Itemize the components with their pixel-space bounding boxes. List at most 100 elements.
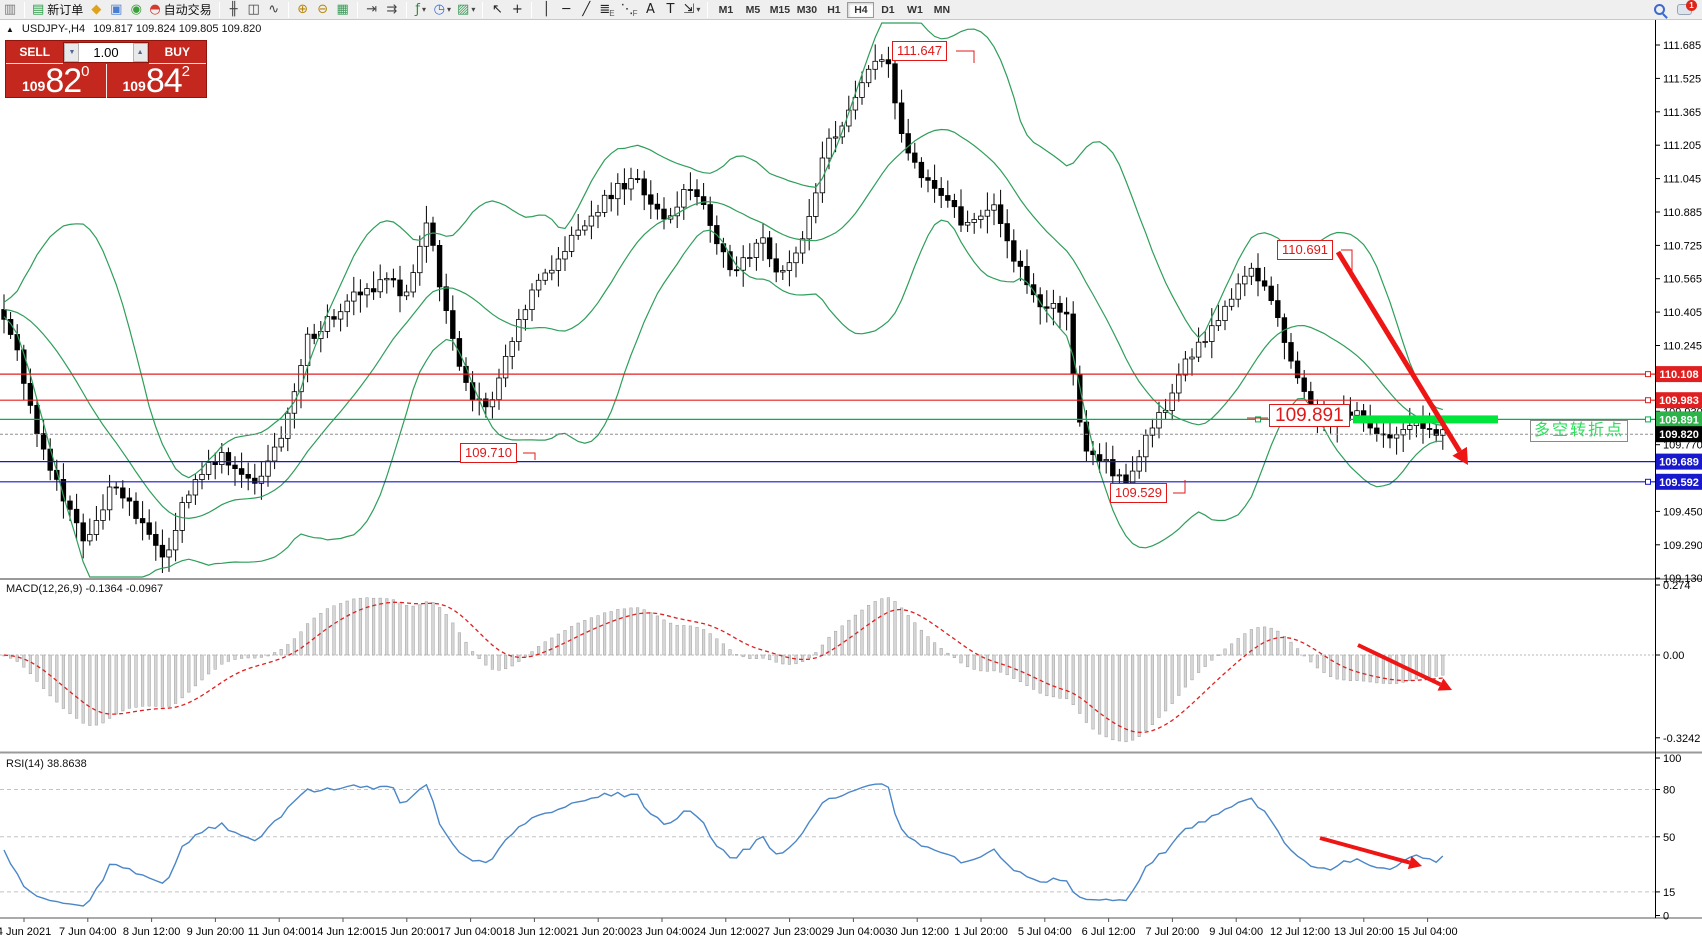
text-label-button[interactable]: T (660, 1, 680, 19)
cursor-button[interactable]: ↖ (487, 1, 507, 19)
svg-text:110.245: 110.245 (1663, 341, 1702, 353)
vertical-line-button[interactable]: │ (536, 1, 556, 19)
signal-button[interactable]: ◉ (126, 1, 146, 19)
chart-shift-button[interactable]: ⇥ (362, 1, 382, 19)
svg-text:110.405: 110.405 (1663, 307, 1702, 319)
indicators-button[interactable]: ƒ ▾ (411, 1, 431, 19)
timeframe-w1[interactable]: W1 (907, 3, 923, 16)
time-label: 23 Jun 04:00 (630, 926, 694, 938)
timeframe-m15[interactable]: M15 (769, 3, 791, 16)
line-handle[interactable] (1645, 371, 1651, 378)
rsi-pane[interactable] (0, 783, 1655, 907)
auto-scroll-button[interactable]: ⇉ (382, 1, 402, 19)
price-annotation-109-710[interactable]: 109.710 (460, 443, 517, 463)
templates-button-dropdown-icon[interactable]: ▾ (471, 5, 476, 14)
toolbar-separator (707, 1, 709, 18)
trend-arrow-head (1437, 678, 1452, 691)
svg-text:0: 0 (1663, 911, 1669, 923)
indicators-button-dropdown-icon[interactable]: ▾ (421, 5, 426, 14)
svg-text:110.565: 110.565 (1663, 274, 1702, 286)
volume-down-button[interactable]: ▼ (64, 43, 80, 62)
macd-pane[interactable] (0, 597, 1655, 743)
annotation-connector (523, 452, 536, 460)
line-handle[interactable] (1645, 416, 1651, 423)
price-annotation-109-891[interactable]: 109.891 (1269, 404, 1350, 427)
svg-text:0.274: 0.274 (1663, 580, 1691, 592)
horizontal-line-button[interactable]: ─ (556, 1, 576, 19)
time-label: 7 Jun 04:00 (59, 926, 117, 938)
trend-arrow[interactable] (1335, 250, 1462, 453)
sell-button[interactable]: SELL (6, 41, 64, 64)
zoom-out-button[interactable]: ⊖ (313, 1, 333, 19)
volume-up-button[interactable]: ▲ (132, 43, 148, 62)
periods-button-dropdown-icon[interactable]: ▾ (447, 5, 452, 14)
crosshair-button[interactable]: + (507, 1, 527, 19)
tile-windows-button[interactable]: ▦ (333, 1, 353, 19)
sell-price-pip: 0 (81, 63, 90, 80)
sell-price[interactable]: 109 82 0 (6, 64, 106, 98)
volume-value[interactable]: 1.00 (93, 45, 119, 60)
trend-arrow[interactable] (1357, 643, 1442, 687)
autotrading-button[interactable]: ◓ 自动交易 (146, 1, 214, 19)
timeframe-mn[interactable]: MN (933, 3, 951, 16)
zoom-in-button[interactable]: ⊕ (293, 1, 313, 19)
line-chart-button[interactable]: ∿ (264, 1, 284, 19)
text-label-button-icon: T (666, 1, 675, 17)
price-annotation-110-691[interactable]: 110.691 (1277, 240, 1334, 260)
fibonacci-button[interactable]: ⋱ F (618, 1, 641, 19)
buy-price-big: 84 (145, 62, 183, 100)
timeframe-d1[interactable]: D1 (881, 3, 895, 16)
price-chart[interactable]: 111.685 111.525 111.365 111.205 111.045 110.8… (0, 20, 1702, 941)
line-handle[interactable] (1255, 416, 1261, 423)
notifications-icon[interactable]: 1 (1677, 0, 1697, 15)
text-button[interactable]: A (640, 1, 660, 19)
time-label: 11 Jun 04:00 (248, 926, 311, 938)
note-text-label[interactable]: 多空转折点 (1530, 420, 1629, 442)
styler-button[interactable]: ◆ (86, 1, 106, 19)
buy-button[interactable]: BUY (148, 41, 206, 64)
time-label: 5 Jul 04:00 (1018, 926, 1072, 938)
svg-text:109.290: 109.290 (1663, 540, 1702, 552)
search-icon[interactable] (1654, 4, 1665, 15)
bar-chart-button[interactable]: ╫ (224, 1, 244, 19)
collapse-arrow-icon[interactable]: ▲ (6, 24, 14, 34)
time-label: 24 Jun 12:00 (694, 926, 758, 938)
timeframe-m5[interactable]: M5 (745, 3, 761, 16)
price-annotation-111-647[interactable]: 111.647 (892, 41, 948, 61)
trendline-button[interactable]: ╱ (576, 1, 596, 19)
svg-text:15: 15 (1663, 887, 1675, 899)
line-handle[interactable] (1645, 478, 1651, 485)
svg-text:109.983: 109.983 (1659, 395, 1699, 407)
templates-button-icon: ▨ (457, 1, 470, 17)
main-price-pane[interactable] (0, 22, 1655, 578)
fibonacci-button-icon: ⋱ (620, 1, 634, 17)
buy-price-head: 109 (122, 78, 146, 94)
clipped-chart-icon[interactable]: ▥ (0, 1, 20, 19)
fibonacci-button-sub: F (632, 8, 638, 18)
candlestick-button[interactable]: ◫ (244, 1, 264, 19)
channel-button[interactable]: ≣ E (596, 1, 617, 19)
chart-window[interactable]: 111.685 111.525 111.365 111.205 111.045 110.8… (0, 20, 1702, 941)
periods-button[interactable]: ◷ ▾ (431, 1, 454, 19)
sell-price-head: 109 (21, 78, 46, 94)
buy-price[interactable]: 109 84 2 (107, 64, 207, 98)
new-order-button[interactable]: ▤ 新订单 (29, 1, 86, 19)
profiles-button[interactable]: ▣ (106, 1, 126, 19)
timeframe-h4[interactable]: H4 (847, 1, 875, 18)
timeframe-h1[interactable]: H1 (827, 3, 841, 16)
timeframe-m1[interactable]: M1 (718, 3, 734, 16)
thick-green-segment[interactable] (1353, 415, 1498, 424)
timeframe-m30[interactable]: M30 (796, 3, 818, 16)
line-handle[interactable] (1645, 397, 1651, 404)
toolbar-separator (405, 1, 407, 18)
templates-button[interactable]: ▨ ▾ (454, 1, 478, 19)
svg-text:109.770: 109.770 (1663, 440, 1702, 452)
price-annotation-109-529[interactable]: 109.529 (1110, 483, 1167, 503)
arrows-button[interactable]: ⇲ ▾ (680, 1, 703, 19)
time-label: 27 Jun 23:00 (758, 926, 822, 938)
crosshair-button-icon: + (511, 1, 523, 17)
svg-text:100: 100 (1663, 753, 1681, 765)
arrows-button-dropdown-icon[interactable]: ▾ (696, 5, 701, 14)
trend-arrow[interactable] (1319, 836, 1411, 865)
